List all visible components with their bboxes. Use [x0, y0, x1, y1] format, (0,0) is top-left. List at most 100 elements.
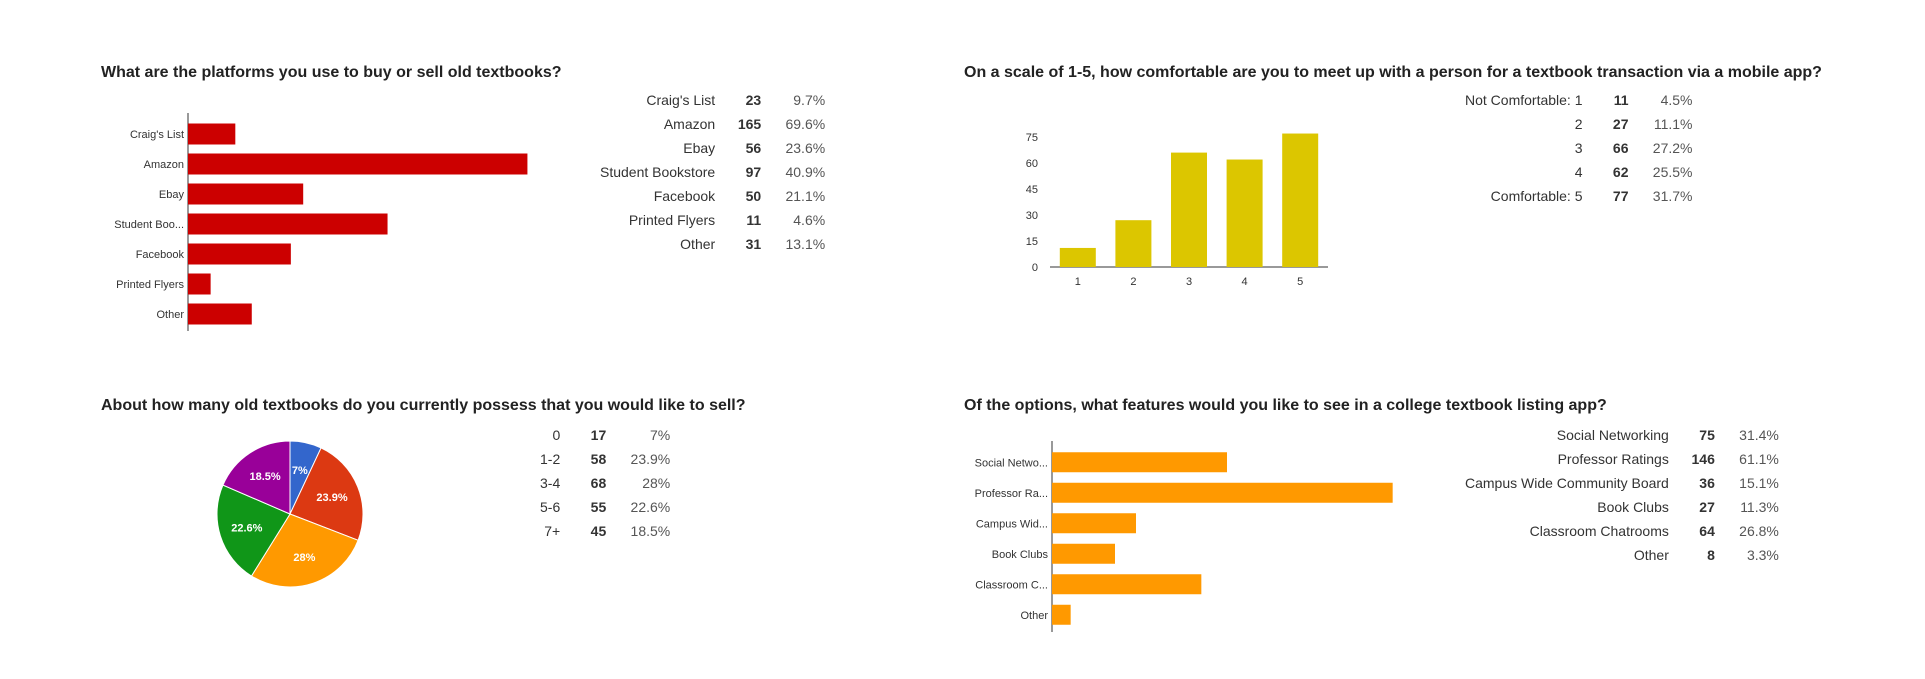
category-label: Classroom C...	[975, 579, 1048, 591]
stats-count: 75	[1699, 427, 1715, 443]
slice-label: 7%	[292, 465, 308, 477]
stats-count: 165	[737, 116, 762, 132]
stats-percent: 7%	[650, 427, 671, 443]
stats-row: 2 27 11.1%	[1465, 112, 1693, 136]
stats-count: 97	[745, 164, 762, 180]
question-4-stats-table: Social Networking 75 31.4% Professor Rating…	[1465, 423, 1779, 567]
slice-label: 28%	[293, 552, 315, 564]
stats-label: Professor Ratings	[1557, 451, 1669, 467]
stats-row: 4 62 25.5%	[1465, 160, 1693, 184]
stats-row: 1-2 58 23.9%	[540, 447, 670, 471]
stats-row: 0 17 7%	[540, 423, 670, 447]
stats-percent: 31.7%	[1652, 188, 1693, 204]
stats-label: Other	[680, 236, 716, 252]
stats-count: 23	[745, 92, 762, 108]
bar	[188, 303, 252, 325]
stats-count: 11	[746, 212, 762, 228]
slice-label: 18.5%	[250, 471, 281, 483]
stats-percent: 25.5%	[1652, 164, 1693, 180]
stats-label: 2	[1574, 116, 1583, 132]
category-label: Other	[1020, 610, 1048, 622]
category-label: Facebook	[136, 249, 185, 261]
stats-label: Craig's List	[646, 92, 716, 108]
pie-slice	[216, 484, 291, 577]
stats-label: Student Bookstore	[600, 164, 716, 180]
stats-count: 68	[590, 475, 607, 491]
stats-percent: 23.6%	[785, 140, 826, 156]
stats-row: Amazon 165 69.6%	[600, 112, 825, 136]
bar	[1282, 133, 1319, 267]
x-tick-label: 3	[1186, 276, 1192, 288]
bar	[188, 123, 236, 145]
stats-percent: 31.4%	[1739, 427, 1779, 443]
question-2-stats-table: Not Comfortable: 1 11 4.5% 2 27 11.1% 3 66 27.2%…	[1465, 88, 1693, 208]
stats-label: 3-4	[540, 475, 561, 491]
platforms-bar-chart: Craig's List Amazon Ebay Student Boo... Face…	[114, 113, 528, 331]
stats-label: 5-6	[540, 499, 561, 515]
stats-label: Social Networking	[1556, 427, 1669, 443]
category-label: Amazon	[144, 159, 184, 171]
stats-percent: 18.5%	[630, 523, 671, 539]
stats-count: 58	[590, 451, 607, 467]
stats-percent: 40.9%	[785, 164, 826, 180]
stats-count: 11	[1613, 92, 1629, 108]
stats-percent: 28%	[642, 475, 671, 491]
stats-count: 56	[745, 140, 762, 156]
stats-row: 3 66 27.2%	[1465, 136, 1693, 160]
stats-count: 27	[1699, 499, 1715, 515]
question-3-title: About how many old textbooks do you curr…	[101, 397, 746, 414]
stats-label: Campus Wide Community Board	[1465, 475, 1669, 491]
stats-percent: 3.3%	[1746, 547, 1779, 563]
stats-label: Comfortable: 5	[1490, 188, 1583, 204]
stats-percent: 9.7%	[793, 92, 826, 108]
stats-count: 45	[590, 523, 607, 539]
stats-label: 4	[1574, 164, 1583, 180]
bar	[1115, 220, 1152, 267]
stats-label: Ebay	[683, 140, 716, 156]
bar	[188, 183, 304, 205]
bar	[188, 213, 388, 235]
stats-label: Classroom Chatrooms	[1529, 523, 1669, 539]
stats-row: Comfortable: 5 77 31.7%	[1465, 184, 1693, 208]
bar	[1171, 152, 1207, 267]
bar	[1059, 247, 1096, 267]
stats-row: Ebay 56 23.6%	[600, 136, 825, 160]
category-label: Ebay	[159, 189, 185, 201]
category-label: Professor Ra...	[975, 488, 1048, 500]
category-label: Craig's List	[130, 129, 184, 141]
stats-label: Printed Flyers	[628, 212, 716, 228]
stats-count: 62	[1612, 164, 1629, 180]
x-tick-label: 5	[1297, 276, 1303, 288]
stats-row: Facebook 50 21.1%	[600, 184, 825, 208]
y-tick-label: 60	[1026, 158, 1038, 170]
bar	[1052, 513, 1136, 534]
stats-count: 27	[1612, 116, 1629, 132]
slice-label: 23.9%	[316, 492, 347, 504]
x-tick-label: 4	[1242, 276, 1248, 288]
bar	[188, 153, 528, 175]
stats-row: Other 31 13.1%	[600, 232, 825, 256]
stats-count: 17	[590, 427, 607, 443]
y-tick-label: 15	[1026, 236, 1038, 248]
bar	[1052, 604, 1071, 625]
y-tick-label: 45	[1026, 184, 1038, 196]
stats-label: Not Comfortable: 1	[1465, 92, 1583, 108]
stats-count: 64	[1699, 523, 1715, 539]
bar	[188, 273, 211, 295]
category-label: Printed Flyers	[116, 279, 184, 291]
features-bar-chart: Social Netwo... Professor Ra... Campus Wid…	[975, 441, 1393, 632]
stats-count: 36	[1699, 475, 1715, 491]
stats-percent: 69.6%	[785, 116, 826, 132]
stats-count: 77	[1612, 188, 1629, 204]
stats-row: Craig's List 23 9.7%	[600, 88, 825, 112]
stats-row: Not Comfortable: 1 11 4.5%	[1465, 88, 1693, 112]
stats-row: Social Networking 75 31.4%	[1465, 423, 1779, 447]
stats-percent: 22.6%	[630, 499, 671, 515]
stats-count: 31	[745, 236, 762, 252]
category-label: Student Boo...	[114, 219, 184, 231]
question-3-stats-table: 0 17 7% 1-2 58 23.9% 3-4 68 28% 5-6 55 22.6% 7+ 45 18.…	[540, 423, 670, 543]
stats-row: Book Clubs 27 11.3%	[1465, 495, 1779, 519]
stats-label: Other	[1633, 547, 1669, 563]
stats-percent: 13.1%	[785, 236, 826, 252]
